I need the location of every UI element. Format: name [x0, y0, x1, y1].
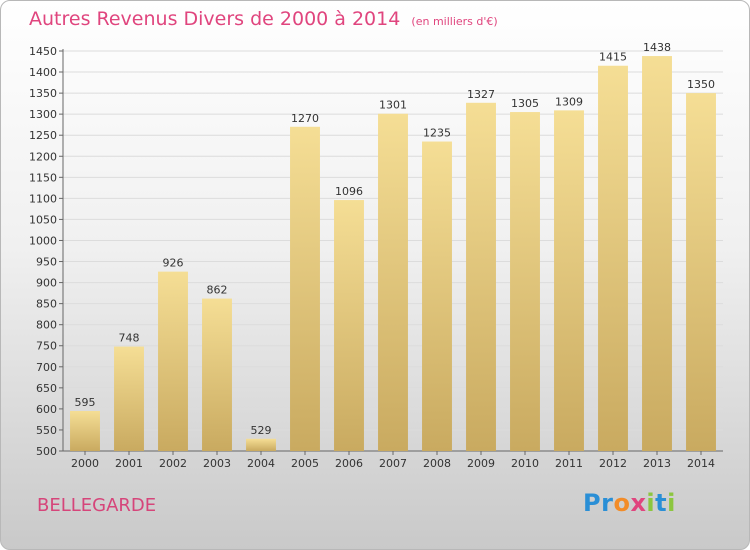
y-tick-label: 1350 — [29, 87, 57, 100]
data-label: 1096 — [335, 185, 363, 198]
x-tick-label: 2001 — [115, 457, 143, 470]
data-label: 1235 — [423, 127, 451, 140]
chart-title: Autres Revenus Divers de 2000 à 2014 — [29, 8, 401, 30]
y-tick-label: 1400 — [29, 66, 57, 79]
data-label: 595 — [75, 396, 96, 409]
bar — [598, 65, 628, 451]
x-tick-label: 2008 — [423, 457, 451, 470]
x-tick-label: 2006 — [335, 457, 363, 470]
bar — [158, 271, 188, 451]
x-tick-label: 2007 — [379, 457, 407, 470]
bar — [290, 126, 320, 451]
x-tick-label: 2012 — [599, 457, 627, 470]
x-tick-label: 2002 — [159, 457, 187, 470]
y-tick-label: 800 — [36, 319, 57, 332]
bar — [642, 56, 672, 451]
y-tick-label: 1000 — [29, 234, 57, 247]
data-label: 1309 — [555, 95, 583, 108]
y-tick-label: 1300 — [29, 108, 57, 121]
bar — [334, 200, 364, 451]
y-tick-label: 750 — [36, 340, 57, 353]
x-tick-label: 2013 — [643, 457, 671, 470]
x-tick-label: 2004 — [247, 457, 275, 470]
title-row: Autres Revenus Divers de 2000 à 2014 (en… — [29, 8, 498, 30]
chart-subtitle: (en milliers d'€) — [411, 15, 498, 28]
bar — [510, 112, 540, 451]
y-tick-label: 600 — [36, 403, 57, 416]
data-label: 1350 — [687, 78, 715, 91]
y-tick-label: 900 — [36, 277, 57, 290]
logo-letter: i — [667, 489, 676, 517]
y-tick-label: 1450 — [29, 45, 57, 58]
data-label: 1301 — [379, 99, 407, 112]
logo-letter: x — [630, 489, 647, 517]
y-tick-label: 1250 — [29, 129, 57, 142]
logo-letter: o — [613, 489, 631, 517]
y-tick-label: 850 — [36, 298, 57, 311]
y-tick-label: 700 — [36, 361, 57, 374]
data-label: 1305 — [511, 97, 539, 110]
x-tick-label: 2003 — [203, 457, 231, 470]
data-label: 862 — [207, 284, 228, 297]
x-tick-label: 2009 — [467, 457, 495, 470]
bar — [114, 346, 144, 451]
bar — [554, 110, 584, 452]
bar — [466, 102, 496, 451]
y-tick-label: 950 — [36, 256, 57, 269]
x-tick-label: 2014 — [687, 457, 715, 470]
y-tick-label: 1100 — [29, 192, 57, 205]
data-label: 1415 — [599, 51, 627, 64]
bar — [378, 113, 408, 451]
y-tick-label: 500 — [36, 445, 57, 458]
x-tick-label: 2010 — [511, 457, 539, 470]
logo-letter: i — [646, 489, 656, 517]
bar — [686, 93, 716, 452]
y-tick-label: 550 — [36, 424, 57, 437]
x-tick-label: 2005 — [291, 457, 319, 470]
data-label: 926 — [163, 257, 184, 270]
logo-letter: r — [601, 489, 614, 517]
y-tick-label: 1150 — [29, 171, 57, 184]
x-tick-label: 2000 — [71, 457, 99, 470]
bar — [70, 411, 100, 451]
data-label: 1438 — [643, 41, 671, 54]
data-label: 748 — [119, 332, 140, 345]
bar — [422, 141, 452, 452]
logo-letter: P — [583, 489, 602, 517]
data-label: 1327 — [467, 88, 495, 101]
y-tick-label: 1050 — [29, 213, 57, 226]
bar — [246, 438, 276, 451]
logo-letter: t — [655, 489, 668, 517]
proxiti-logo: Proxiti — [583, 489, 676, 517]
data-label: 529 — [251, 424, 272, 437]
x-tick-label: 2011 — [555, 457, 583, 470]
data-label: 1270 — [291, 112, 319, 125]
y-tick-label: 1200 — [29, 150, 57, 163]
commune-label: BELLEGARDE — [37, 495, 157, 516]
y-tick-label: 650 — [36, 382, 57, 395]
bar — [202, 298, 232, 451]
